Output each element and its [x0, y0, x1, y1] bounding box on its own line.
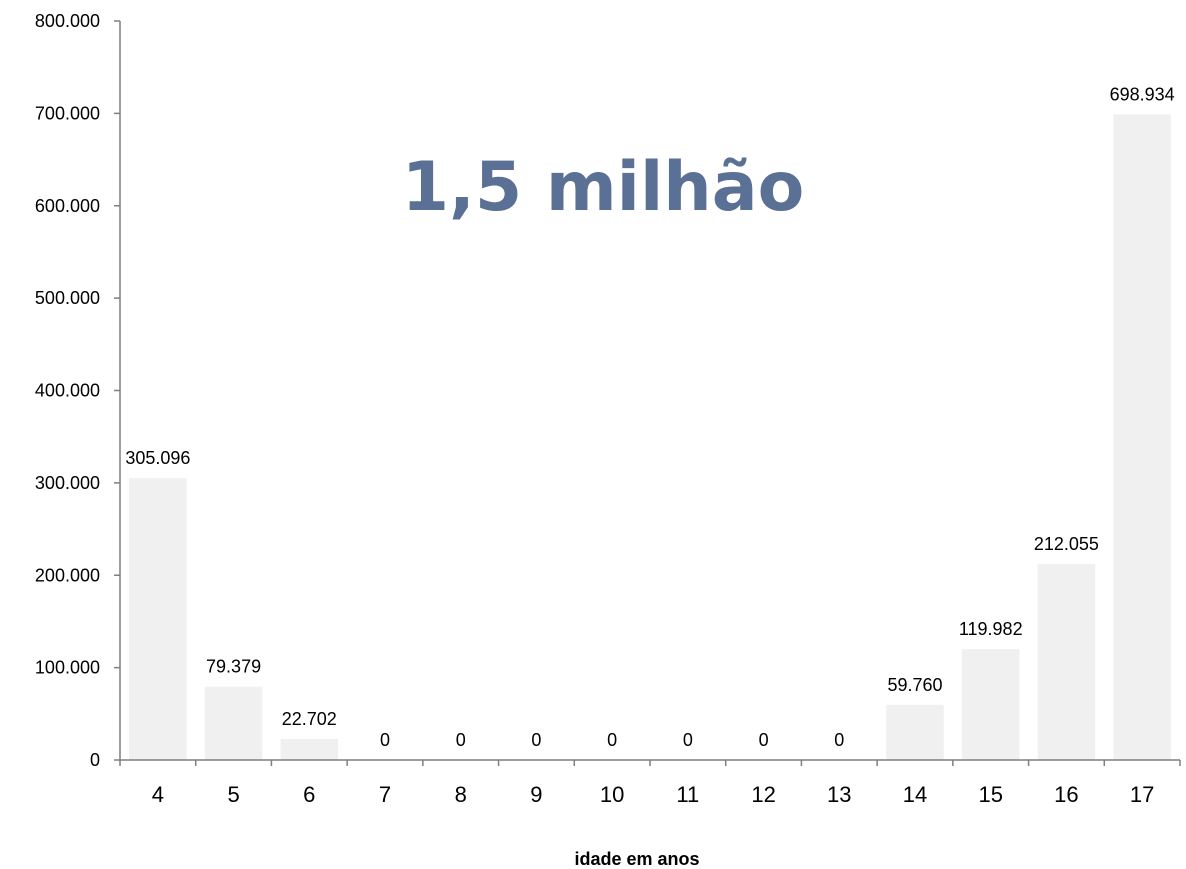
data-label: 79.379	[206, 657, 261, 677]
y-tick-label: 700.000	[35, 103, 100, 123]
data-label: 0	[456, 730, 466, 750]
x-tick-label: 10	[600, 782, 624, 807]
y-tick-label: 200.000	[35, 565, 100, 585]
data-labels-group: 305.096 79.379 22.702 0 0 0 0 0 0 0 59.760 119.982 2…	[125, 84, 1174, 750]
bar-6	[280, 739, 339, 760]
data-label: 0	[380, 730, 390, 750]
bars-group	[129, 114, 1171, 760]
x-tick-label: 12	[751, 782, 775, 807]
x-tick-label: 7	[379, 782, 391, 807]
data-label: 22.702	[282, 709, 337, 729]
bar-14	[886, 704, 944, 760]
data-label: 0	[683, 730, 693, 750]
data-label: 212.055	[1034, 534, 1099, 554]
bar-4	[129, 478, 187, 760]
x-tick-label: 17	[1130, 782, 1154, 807]
bar-16	[1037, 564, 1096, 760]
x-tick-label: 6	[303, 782, 315, 807]
data-label: 119.982	[959, 619, 1023, 639]
y-tick-label: 0	[90, 750, 100, 770]
y-tick-label: 600.000	[35, 196, 100, 216]
x-tick-label: 16	[1054, 782, 1078, 807]
y-tick-label: 500.000	[35, 288, 100, 308]
bar-5	[204, 686, 263, 760]
y-tick-label: 400.000	[35, 381, 100, 401]
y-tick-label: 300.000	[35, 473, 100, 493]
x-tick-label: 15	[978, 782, 1002, 807]
data-label: 0	[759, 730, 769, 750]
data-label: 0	[834, 730, 844, 750]
x-tick-label: 8	[455, 782, 467, 807]
y-tick-label: 800.000	[35, 11, 100, 31]
bar-15	[961, 649, 1020, 760]
x-tick-label: 4	[152, 782, 164, 807]
data-label: 59.760	[887, 675, 942, 695]
y-axis-ticks: 0 100.000 200.000 300.000 400.000 500.000 600.…	[35, 11, 120, 770]
y-tick-label: 100.000	[35, 658, 100, 678]
data-label: 0	[531, 730, 541, 750]
chart-annotation: 1,5 milhão	[402, 148, 805, 227]
x-tick-label: 11	[676, 782, 699, 807]
x-tick-label: 5	[227, 782, 239, 807]
bar-17	[1113, 114, 1171, 760]
x-axis-title: idade em anos	[574, 849, 699, 869]
data-label: 0	[607, 730, 617, 750]
x-tick-label: 13	[827, 782, 851, 807]
axes-group	[119, 21, 1180, 761]
x-axis-ticks: 4 5 6 7 8 9 10 11 12 13 14 15 16 17	[119, 760, 1181, 807]
data-label: 305.096	[125, 448, 190, 468]
x-tick-label: 9	[530, 782, 542, 807]
data-label: 698.934	[1110, 84, 1175, 104]
x-tick-label: 14	[903, 782, 927, 807]
